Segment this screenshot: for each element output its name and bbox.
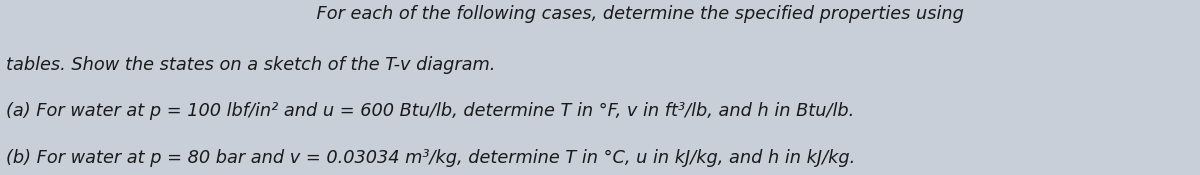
Text: (b) For water at p = 80 bar and v = 0.03034 m³/kg, determine T in °C, u in kJ/kg: (b) For water at p = 80 bar and v = 0.03…	[6, 149, 856, 167]
Text: (a) For water at p = 100 lbf/in² and u = 600 Btu/lb, determine T in °F, v in ft³: (a) For water at p = 100 lbf/in² and u =…	[6, 102, 854, 120]
Text: tables. Show the states on a sketch of the T-v diagram.: tables. Show the states on a sketch of t…	[6, 56, 496, 74]
Text: For each of the following cases, determine the specified properties using: For each of the following cases, determi…	[294, 5, 964, 23]
